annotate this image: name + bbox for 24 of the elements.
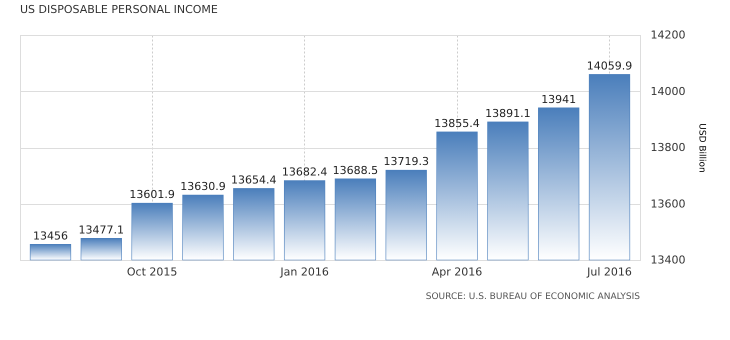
source-note: SOURCE: U.S. BUREAU OF ECONOMIC ANALYSIS — [426, 292, 640, 302]
data-label: 13601.9 — [129, 188, 175, 202]
data-label: 14059.9 — [586, 59, 632, 72]
y-tick-label: 14200 — [650, 28, 686, 42]
data-label: 13855.4 — [434, 116, 480, 130]
y-axis-title: USD Billion — [696, 123, 706, 173]
x-tick-label: Apr 2016 — [432, 266, 482, 278]
data-label: 13654.4 — [231, 173, 277, 186]
x-tick-label: Jul 2016 — [586, 266, 632, 278]
chart-title: US DISPOSABLE PERSONAL INCOME — [20, 3, 218, 16]
y-tick-label: 13800 — [650, 141, 686, 154]
data-label: 13630.9 — [180, 180, 226, 194]
data-label: 13456 — [32, 229, 68, 242]
data-label: 13891.1 — [485, 106, 531, 120]
y-tick-label: 14000 — [650, 84, 686, 98]
data-label: 13688.5 — [332, 164, 378, 177]
y-tick-label: 13400 — [650, 254, 686, 266]
data-label: 13682.4 — [282, 166, 328, 179]
data-label: 13477.1 — [78, 223, 124, 236]
x-tick-label: Jan 2016 — [279, 266, 329, 278]
y-tick-label: 13600 — [650, 197, 686, 210]
data-label: 13719.3 — [383, 155, 429, 168]
data-label: 13941 — [541, 92, 576, 106]
x-tick-label: Oct 2015 — [126, 266, 178, 278]
